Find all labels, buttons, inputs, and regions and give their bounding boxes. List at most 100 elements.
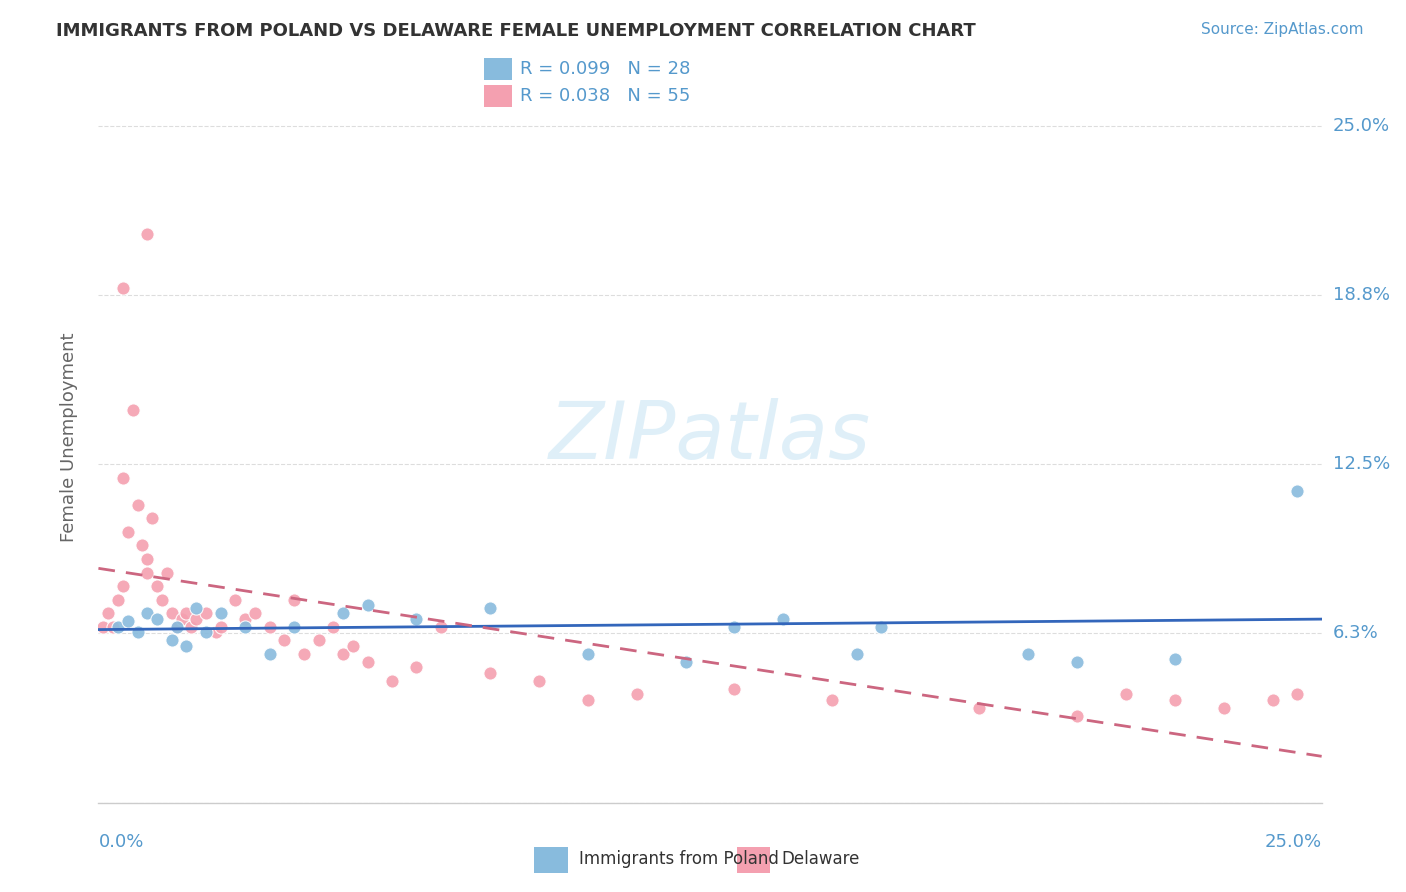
Point <box>111 281 134 295</box>
Point <box>176 639 198 653</box>
Point <box>170 611 193 625</box>
Point <box>527 673 550 688</box>
Bar <box>534 847 568 872</box>
Point <box>576 647 599 661</box>
Point <box>97 606 120 620</box>
Point <box>723 681 745 696</box>
Point <box>107 620 129 634</box>
Point <box>332 606 354 620</box>
Point <box>186 611 208 625</box>
Point <box>209 620 232 634</box>
Point <box>136 606 159 620</box>
Point <box>111 471 134 485</box>
Point <box>821 693 844 707</box>
Point <box>1066 709 1088 723</box>
Bar <box>737 847 770 872</box>
Text: Delaware: Delaware <box>782 849 860 868</box>
Point <box>146 611 169 625</box>
Point <box>160 633 183 648</box>
Point <box>1286 688 1309 702</box>
Point <box>1164 693 1187 707</box>
Point <box>160 606 183 620</box>
Text: ZIPatlas: ZIPatlas <box>548 398 872 476</box>
Point <box>308 633 330 648</box>
Point <box>121 403 143 417</box>
Point <box>180 620 202 634</box>
Point <box>127 625 149 640</box>
Point <box>111 579 134 593</box>
Point <box>136 566 159 580</box>
Point <box>243 606 266 620</box>
Point <box>1017 647 1039 661</box>
Point <box>91 620 114 634</box>
Point <box>1212 701 1234 715</box>
Point <box>381 673 404 688</box>
Point <box>675 655 697 669</box>
Point <box>405 660 427 674</box>
Bar <box>484 58 512 79</box>
Point <box>772 611 794 625</box>
Point <box>870 620 893 634</box>
Point <box>1286 484 1309 499</box>
Point <box>233 620 256 634</box>
Point <box>107 592 129 607</box>
Point <box>292 647 315 661</box>
Point <box>117 615 139 629</box>
Point <box>166 620 188 634</box>
Point <box>127 498 149 512</box>
Point <box>1261 693 1284 707</box>
Point <box>283 592 305 607</box>
Point <box>150 592 173 607</box>
Text: 25.0%: 25.0% <box>1333 117 1391 135</box>
Point <box>117 524 139 539</box>
Text: 0.0%: 0.0% <box>98 833 143 851</box>
Point <box>478 665 501 680</box>
Point <box>224 592 246 607</box>
Point <box>967 701 990 715</box>
Point <box>1115 688 1137 702</box>
Point <box>259 647 281 661</box>
Point <box>205 625 228 640</box>
Point <box>146 579 169 593</box>
Text: 25.0%: 25.0% <box>1264 833 1322 851</box>
Point <box>845 647 868 661</box>
Text: IMMIGRANTS FROM POLAND VS DELAWARE FEMALE UNEMPLOYMENT CORRELATION CHART: IMMIGRANTS FROM POLAND VS DELAWARE FEMAL… <box>56 22 976 40</box>
Point <box>356 655 378 669</box>
Point <box>136 227 159 241</box>
Point <box>283 620 305 634</box>
Point <box>342 639 364 653</box>
Point <box>186 600 208 615</box>
Text: 6.3%: 6.3% <box>1333 624 1378 642</box>
Point <box>322 620 344 634</box>
Point <box>195 625 218 640</box>
Point <box>723 620 745 634</box>
Point <box>626 688 648 702</box>
Point <box>233 611 256 625</box>
Point <box>1164 652 1187 666</box>
Point <box>430 620 453 634</box>
Point <box>405 611 427 625</box>
Point <box>101 620 124 634</box>
Text: Source: ZipAtlas.com: Source: ZipAtlas.com <box>1201 22 1364 37</box>
Point <box>209 606 232 620</box>
Text: 12.5%: 12.5% <box>1333 455 1391 473</box>
Y-axis label: Female Unemployment: Female Unemployment <box>59 333 77 541</box>
Point <box>576 693 599 707</box>
Point <box>131 538 153 552</box>
Point <box>356 598 378 612</box>
Point <box>1066 655 1088 669</box>
Point <box>166 620 188 634</box>
Point <box>273 633 295 648</box>
Text: R = 0.038   N = 55: R = 0.038 N = 55 <box>520 87 690 105</box>
Bar <box>484 86 512 107</box>
Text: Immigrants from Poland: Immigrants from Poland <box>579 849 779 868</box>
Point <box>141 511 163 525</box>
Point <box>332 647 354 661</box>
Text: 18.8%: 18.8% <box>1333 285 1389 304</box>
Point <box>259 620 281 634</box>
Point <box>478 600 501 615</box>
Text: R = 0.099   N = 28: R = 0.099 N = 28 <box>520 60 690 78</box>
Point <box>195 606 218 620</box>
Point <box>176 606 198 620</box>
Point <box>136 552 159 566</box>
